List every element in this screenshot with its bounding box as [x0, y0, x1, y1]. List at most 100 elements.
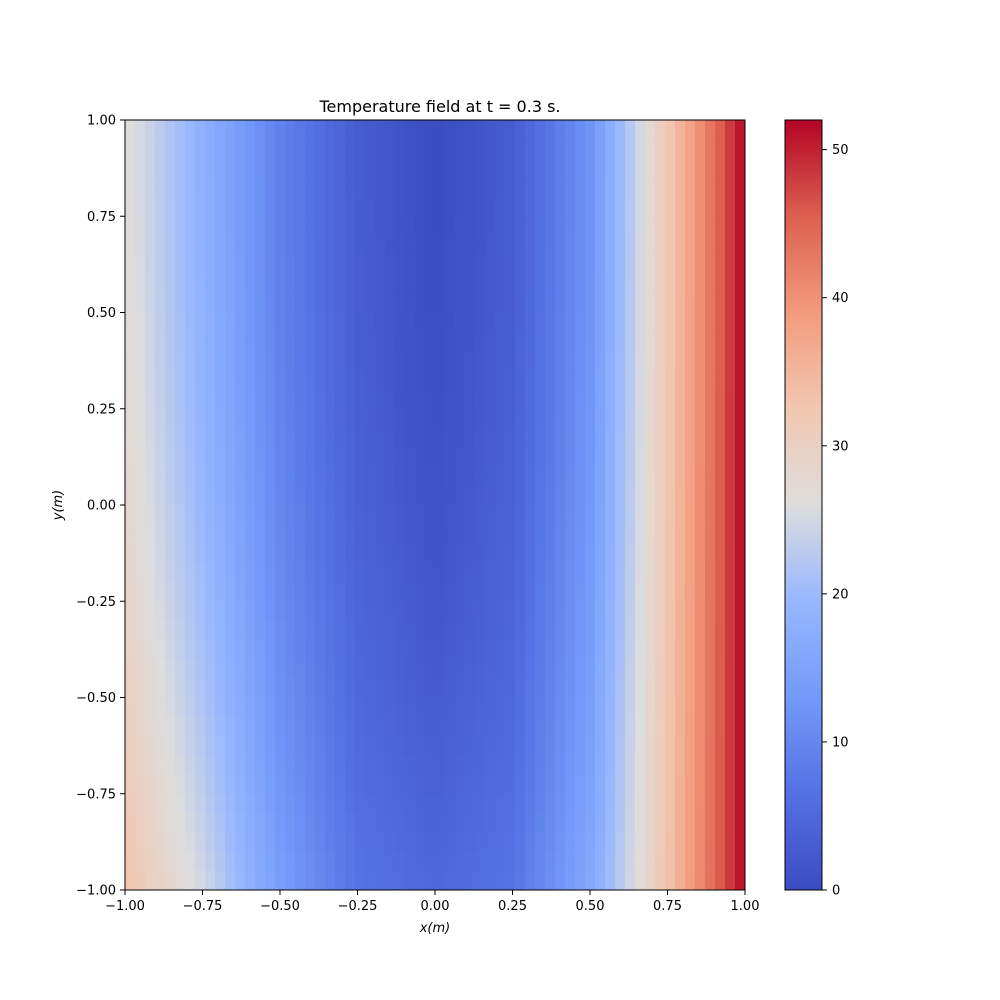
heatmap-cell: [725, 582, 736, 602]
heatmap-cell: [605, 620, 616, 641]
heatmap-cell: [215, 774, 226, 795]
heatmap-cell: [545, 197, 556, 217]
heatmap-cell: [545, 639, 556, 660]
heatmap-cell: [285, 870, 296, 890]
heatmap-cell: [525, 197, 536, 217]
heatmap-cell: [255, 851, 266, 872]
heatmap-cell: [705, 331, 716, 352]
heatmap-cell: [405, 331, 416, 352]
heatmap-cell: [335, 851, 346, 872]
heatmap-cell: [325, 543, 336, 564]
heatmap-cell: [735, 639, 745, 660]
heatmap-cell: [425, 851, 436, 872]
heatmap-cell: [505, 832, 516, 853]
heatmap-cell: [305, 120, 316, 140]
heatmap-cell: [655, 851, 666, 872]
heatmap-cell: [165, 851, 176, 872]
heatmap-cell: [515, 736, 526, 756]
heatmap-cell: [595, 678, 606, 699]
heatmap-cell: [195, 216, 206, 237]
heatmap-cell: [375, 158, 386, 179]
y-tick-label: 0.75: [87, 210, 116, 225]
heatmap-cell: [395, 774, 406, 795]
heatmap-cell: [335, 408, 346, 429]
heatmap-cell: [725, 505, 736, 525]
heatmap-cell: [495, 466, 506, 487]
heatmap-cell: [655, 351, 666, 371]
heatmap-cell: [585, 466, 596, 487]
heatmap-cell: [525, 389, 536, 410]
heatmap-cell: [175, 736, 186, 756]
heatmap-cell: [235, 235, 246, 256]
heatmap-cell: [235, 620, 246, 641]
heatmap-cell: [685, 428, 696, 448]
heatmap-cell: [315, 312, 326, 333]
heatmap-cell: [415, 351, 426, 371]
heatmap-cell: [385, 582, 396, 602]
heatmap-cell: [315, 447, 326, 468]
heatmap-cell: [665, 293, 676, 314]
heatmap-cell: [735, 331, 745, 352]
heatmap-cell: [615, 774, 626, 795]
heatmap-cell: [155, 216, 166, 237]
heatmap-cell: [515, 659, 526, 679]
heatmap-cell: [495, 659, 506, 679]
heatmap-cell: [135, 716, 146, 737]
heatmap-cell: [165, 543, 176, 564]
heatmap-cell: [305, 158, 316, 179]
heatmap-cell: [345, 601, 356, 622]
heatmap-cell: [485, 120, 496, 140]
heatmap-cell: [185, 736, 196, 756]
heatmap-cell: [495, 639, 506, 660]
heatmap-cell: [185, 139, 196, 160]
heatmap-cell: [205, 832, 216, 853]
heatmap-cell: [415, 235, 426, 256]
heatmap-cell: [355, 216, 366, 237]
heatmap-cell: [585, 755, 596, 776]
heatmap-cell: [475, 659, 486, 679]
heatmap-cell: [245, 524, 256, 545]
heatmap-cell: [475, 813, 486, 833]
heatmap-cell: [605, 351, 616, 371]
heatmap-cell: [165, 177, 176, 198]
heatmap-cell: [655, 216, 666, 237]
heatmap-cell: [295, 389, 306, 410]
heatmap-cell: [135, 562, 146, 583]
heatmap-cell: [665, 466, 676, 487]
heatmap-cell: [465, 620, 476, 641]
heatmap-cell: [305, 139, 316, 160]
heatmap-cell: [655, 793, 666, 814]
heatmap-cell: [365, 158, 376, 179]
heatmap-cell: [515, 813, 526, 833]
heatmap-cell: [705, 447, 716, 468]
heatmap-cell: [315, 813, 326, 833]
heatmap-cell: [725, 139, 736, 160]
heatmap-field: [125, 120, 745, 890]
heatmap-cell: [635, 524, 646, 545]
heatmap-cell: [285, 582, 296, 602]
heatmap-cell: [715, 139, 726, 160]
heatmap-cell: [645, 851, 656, 872]
heatmap-cell: [445, 254, 456, 275]
heatmap-cell: [375, 601, 386, 622]
heatmap-cell: [265, 197, 276, 217]
heatmap-cell: [575, 524, 586, 545]
heatmap-cell: [435, 505, 446, 525]
heatmap-cell: [435, 659, 446, 679]
heatmap-cell: [305, 639, 316, 660]
heatmap-cell: [185, 543, 196, 564]
heatmap-cell: [225, 832, 236, 853]
heatmap-cell: [305, 543, 316, 564]
heatmap-cell: [525, 543, 536, 564]
heatmap-cell: [185, 774, 196, 795]
heatmap-cell: [315, 216, 326, 237]
heatmap-cell: [715, 813, 726, 833]
heatmap-cell: [625, 639, 636, 660]
heatmap-cell: [735, 524, 745, 545]
heatmap-cell: [445, 177, 456, 198]
heatmap-cell: [445, 370, 456, 391]
heatmap-cell: [355, 524, 366, 545]
heatmap-cell: [325, 697, 336, 718]
heatmap-cell: [395, 120, 406, 140]
heatmap-cell: [715, 389, 726, 410]
